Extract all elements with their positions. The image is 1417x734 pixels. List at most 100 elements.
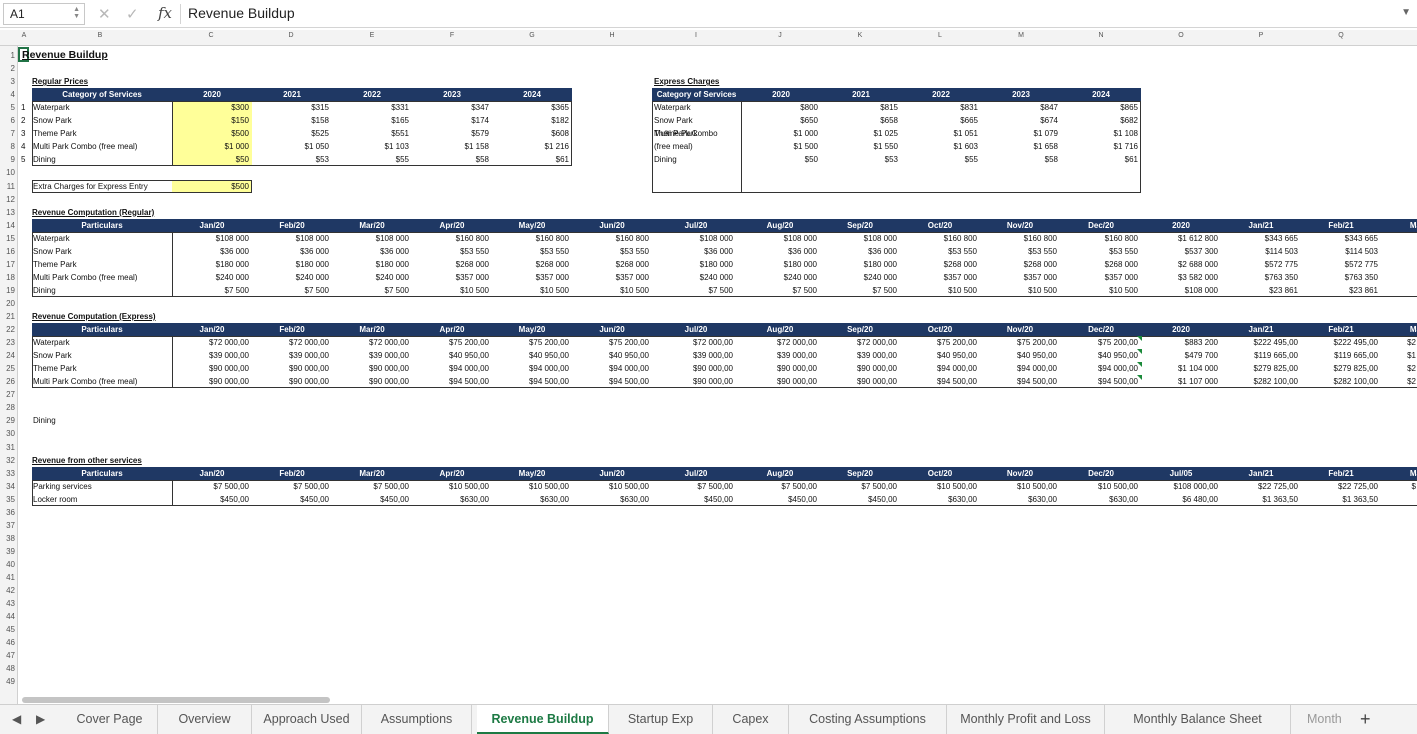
- row-header-31[interactable]: 31: [6, 442, 15, 452]
- tab-overview[interactable]: Overview: [158, 705, 252, 734]
- row-header-5[interactable]: 5: [10, 103, 15, 113]
- row-header-1[interactable]: 1: [10, 51, 15, 60]
- tab-capex[interactable]: Capex: [713, 705, 789, 734]
- row-header-49[interactable]: 49: [6, 677, 15, 687]
- row-header-18[interactable]: 18: [6, 272, 15, 282]
- header-period: Jul/20: [684, 220, 708, 230]
- row-header-39[interactable]: 39: [6, 546, 15, 556]
- row-header-15[interactable]: 15: [6, 233, 15, 243]
- row-header-34[interactable]: 34: [6, 481, 15, 491]
- header-year: 2024: [523, 90, 541, 100]
- next-sheet-icon[interactable]: ▶: [36, 712, 46, 726]
- row-header-24[interactable]: 24: [6, 351, 15, 361]
- row-header-29[interactable]: 29: [6, 416, 15, 426]
- tab-revenue-buildup[interactable]: Revenue Buildup: [477, 705, 609, 734]
- row-header-11[interactable]: 11: [6, 181, 15, 191]
- column-header-p[interactable]: P: [1258, 32, 1264, 39]
- row-header-3[interactable]: 3: [10, 77, 15, 87]
- row-header-21[interactable]: 21: [6, 312, 15, 321]
- column-header-j[interactable]: J: [778, 32, 782, 39]
- row-header-2[interactable]: 2: [10, 64, 15, 74]
- check-icon[interactable]: ✓: [126, 6, 139, 23]
- column-header-m[interactable]: M: [1018, 32, 1024, 39]
- row-label: Locker room: [33, 494, 78, 504]
- row-header-7[interactable]: 7: [10, 129, 15, 139]
- column-header-c[interactable]: C: [208, 32, 214, 39]
- row-header-22[interactable]: 22: [6, 325, 15, 335]
- column-header-k[interactable]: K: [857, 32, 863, 39]
- tab-assumptions[interactable]: Assumptions: [362, 705, 472, 734]
- row-header-42[interactable]: 42: [6, 586, 15, 596]
- row-headers[interactable]: 1 2 3 4 5 6 7 8 9 10 11 12 13 14 15 16 17 18 19 20 21 22 23 24 2…: [0, 46, 18, 704]
- column-headers[interactable]: A B C D E F G H I J K L M N O P Q: [0, 30, 1417, 46]
- column-header-o[interactable]: O: [1178, 32, 1184, 39]
- tab-costing-assumptions[interactable]: Costing Assumptions: [789, 705, 947, 734]
- prev-sheet-icon[interactable]: ◀: [12, 712, 22, 726]
- value-cell: $1 107 000: [1177, 377, 1218, 387]
- formula-input[interactable]: Revenue Buildup: [188, 5, 295, 21]
- column-header-d[interactable]: D: [288, 32, 294, 39]
- row-header-26[interactable]: 26: [6, 377, 15, 387]
- row-header-32[interactable]: 32: [6, 455, 15, 465]
- row-header-28[interactable]: 28: [6, 403, 15, 413]
- row-header-38[interactable]: 38: [6, 533, 15, 543]
- row-header-4[interactable]: 4: [10, 90, 15, 100]
- row-header-14[interactable]: 14: [6, 220, 15, 230]
- row-header-23[interactable]: 23: [6, 338, 15, 348]
- row-header-30[interactable]: 30: [6, 429, 15, 439]
- column-header-q[interactable]: Q: [1338, 32, 1344, 39]
- value-cell: $674: [1040, 116, 1058, 126]
- tab-approach-used[interactable]: Approach Used: [252, 705, 362, 734]
- column-header-n[interactable]: N: [1098, 32, 1104, 39]
- row-header-40[interactable]: 40: [6, 559, 15, 569]
- row-header-46[interactable]: 46: [6, 638, 15, 648]
- column-header-i[interactable]: I: [695, 32, 697, 39]
- name-box[interactable]: A1 ▲ ▼: [3, 3, 85, 25]
- row-header-9[interactable]: 9: [10, 155, 15, 165]
- row-header-37[interactable]: 37: [6, 520, 15, 530]
- tab-month[interactable]: Month: [1307, 712, 1342, 726]
- row-header-27[interactable]: 27: [6, 390, 15, 400]
- row-header-16[interactable]: 16: [6, 246, 15, 256]
- value-cell: $1 104 000: [1177, 364, 1218, 374]
- row-header-35[interactable]: 35: [6, 494, 15, 504]
- fx-icon[interactable]: fx: [158, 4, 173, 22]
- row-header-36[interactable]: 36: [6, 507, 15, 517]
- row-header-44[interactable]: 44: [6, 612, 15, 622]
- column-header-h[interactable]: H: [609, 32, 615, 39]
- row-header-33[interactable]: 33: [6, 468, 15, 478]
- column-header-f[interactable]: F: [449, 32, 455, 39]
- row-header-25[interactable]: 25: [6, 364, 15, 374]
- row-label: Theme Park: [654, 129, 698, 139]
- sheet-grid[interactable]: Revenue Buildup Regular Prices Category o…: [18, 46, 1417, 704]
- add-sheet-button[interactable]: +: [1360, 709, 1371, 729]
- selected-cell-a1[interactable]: [18, 47, 29, 62]
- row-header-10[interactable]: 10: [6, 168, 15, 178]
- row-header-47[interactable]: 47: [6, 651, 15, 661]
- column-header-g[interactable]: G: [529, 32, 535, 39]
- row-header-8[interactable]: 8: [10, 142, 15, 152]
- row-header-6[interactable]: 6: [10, 116, 15, 126]
- row-header-48[interactable]: 48: [6, 664, 15, 674]
- column-header-e[interactable]: E: [369, 32, 375, 39]
- tab-startup-exp[interactable]: Startup Exp: [609, 705, 713, 734]
- row-header-19[interactable]: 19: [6, 285, 15, 295]
- name-box-stepper-icon[interactable]: ▲ ▼: [73, 6, 80, 20]
- row-header-43[interactable]: 43: [6, 599, 15, 609]
- horizontal-scrollbar[interactable]: [22, 697, 330, 703]
- row-header-17[interactable]: 17: [6, 259, 15, 269]
- column-header-l[interactable]: L: [938, 32, 942, 39]
- row-header-12[interactable]: 12: [6, 194, 15, 204]
- tab-monthly-balance-sheet[interactable]: Monthly Balance Sheet: [1105, 705, 1291, 734]
- expand-formula-icon[interactable]: ▼: [1401, 7, 1411, 18]
- value-cell: $7 500,00: [373, 481, 409, 491]
- row-header-20[interactable]: 20: [6, 298, 15, 308]
- row-header-45[interactable]: 45: [6, 625, 15, 635]
- column-header-b[interactable]: B: [97, 32, 103, 39]
- row-header-13[interactable]: 13: [6, 207, 15, 217]
- tab-monthly-profit-and-loss[interactable]: Monthly Profit and Loss: [947, 705, 1105, 734]
- column-header-a[interactable]: A: [21, 32, 27, 39]
- cancel-icon[interactable]: ✕: [98, 6, 111, 23]
- tab-cover-page[interactable]: Cover Page: [62, 705, 158, 734]
- row-header-41[interactable]: 41: [6, 573, 15, 582]
